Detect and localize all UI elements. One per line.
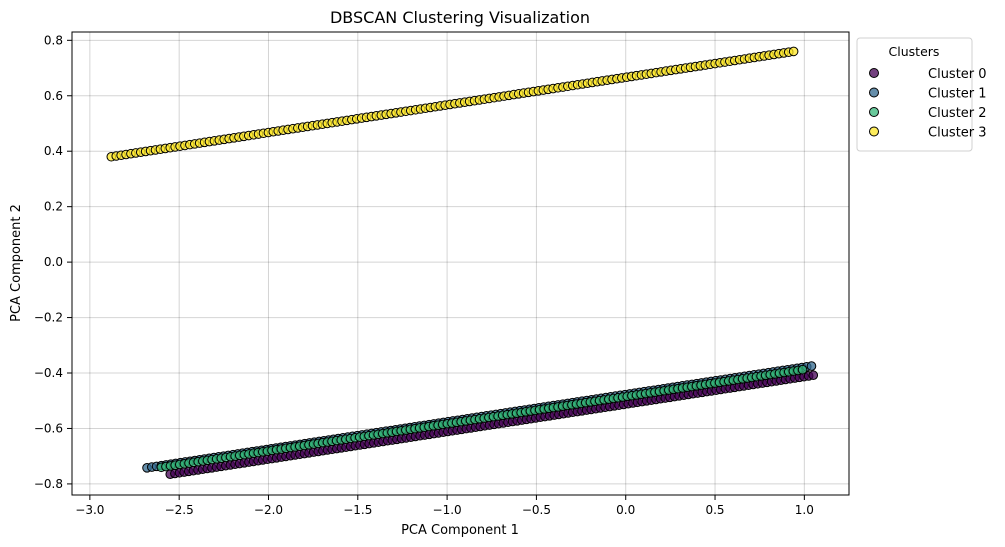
y-tick-label: −0.6 (34, 421, 63, 435)
legend-box (856, 37, 973, 152)
x-tick-label: −1.5 (343, 503, 372, 517)
legend-label: Cluster 2 (928, 106, 987, 121)
x-tick-label: 1.0 (795, 503, 814, 517)
x-tick-label: −2.5 (165, 503, 194, 517)
y-axis: −0.8 −0.6 −0.4 −0.2 0.0 0.2 0.4 0.6 0.8 (34, 33, 72, 491)
data-point (797, 364, 808, 375)
series-cluster-3 (106, 46, 799, 162)
legend-title: Clusters (889, 44, 940, 59)
x-tick-label: 0.5 (705, 503, 724, 517)
x-tick-label: −2.0 (254, 503, 283, 517)
y-tick-label: −0.8 (34, 477, 63, 491)
legend-marker (869, 126, 879, 137)
data-points (106, 46, 819, 480)
legend-marker (869, 87, 879, 98)
plot-area (71, 31, 850, 496)
data-point (806, 361, 817, 371)
legend-label: Cluster 1 (928, 87, 987, 102)
data-point (788, 46, 799, 57)
y-tick-label: 0.0 (44, 255, 63, 269)
x-axis: −3.0 −2.5 −2.0 −1.5 −1.0 −0.5 0.0 0.5 1.0 (75, 495, 814, 517)
x-tick-label: −3.0 (75, 503, 104, 517)
y-tick-label: −0.4 (34, 366, 63, 380)
y-tick-label: 0.4 (44, 144, 63, 158)
y-tick-label: 0.8 (44, 33, 63, 47)
y-tick-label: 0.6 (44, 89, 63, 103)
x-tick-label: 0.0 (616, 503, 635, 517)
legend-label: Cluster 0 (928, 67, 987, 82)
legend-items: Cluster 0 Cluster 1 Cluster 2 Cluster 3 (869, 67, 987, 141)
chart-title: DBSCAN Clustering Visualization (330, 8, 590, 27)
x-tick-label: −1.0 (433, 503, 462, 517)
x-tick-label: −0.5 (522, 503, 551, 517)
x-axis-label: PCA Component 1 (401, 523, 519, 538)
series-cluster-0 (165, 370, 819, 480)
series-cluster-2 (156, 364, 808, 473)
y-axis-label: PCA Component 2 (9, 204, 24, 322)
legend-marker (869, 68, 879, 78)
data-point (808, 370, 819, 381)
plot-frame (71, 31, 850, 496)
legend-label: Cluster 3 (928, 126, 987, 141)
y-tick-label: −0.2 (34, 311, 63, 325)
legend-marker (869, 107, 879, 117)
y-tick-label: 0.2 (44, 200, 63, 214)
